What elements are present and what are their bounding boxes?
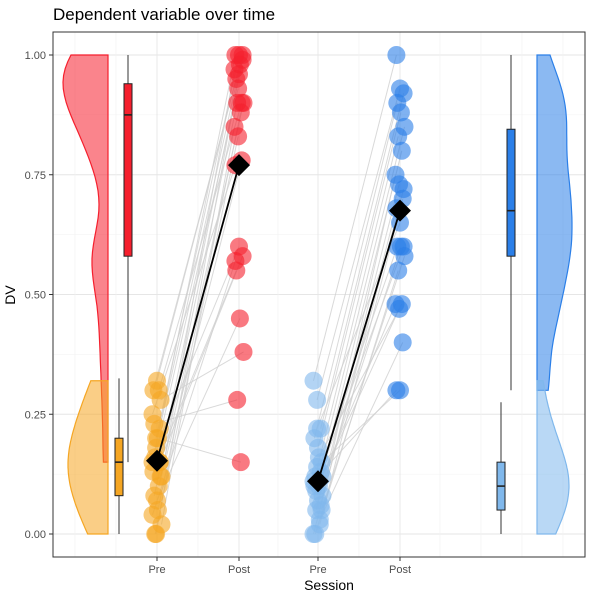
y-tick-label: 1.00 [25,50,46,62]
group2-pair-line [313,54,397,381]
group1-mean-marker [228,154,250,177]
boxplot-group1-post-box [123,83,133,257]
group1-pair-line [152,165,236,415]
chart-marks [62,46,573,543]
group2-pair-line [319,342,404,520]
group2-post-point [392,141,411,160]
group1-pair-line [158,102,243,391]
group1-pair-line [154,136,239,535]
group1-post-point [231,453,250,472]
group1-pair-line [152,270,237,472]
group2-post-point [394,180,413,199]
group1-post-point [234,342,253,361]
group2-pair-line [317,246,402,501]
group2-mean-marker [389,199,411,222]
group2-post-point [387,46,406,64]
group1-post-point [230,65,248,84]
group1-pre-point [148,491,166,510]
y-tick-label: 0.00 [25,529,46,541]
y-tick-label: 0.25 [25,409,46,421]
x-tick-label: Pre [148,564,165,576]
violin-group2-pre [536,380,570,535]
group1-pair-line [155,74,240,535]
violin-group1-pre [67,380,109,535]
axes: 0.00 0.25 0.50 0.75 1.00 Pre Post Pre Post [25,31,586,576]
group1-post-point [226,251,245,270]
group2-pair-line [322,303,396,477]
group1-pre-point [152,467,171,486]
group1-post-point [230,309,249,328]
group1-post-point [233,50,252,69]
group1-pair-line [161,69,235,477]
violin-group2-post [536,54,573,391]
group2-mean-marker [307,470,329,493]
y-axis-label: DV [2,285,18,305]
group2-pre-point [308,390,327,409]
group2-pair-line [315,184,400,511]
x-tick-label: Post [389,564,411,576]
group2-mean-line [317,210,401,482]
group2-post-point [389,261,408,280]
group2-pair-line [313,102,398,439]
boxplot-group2-post-box [506,128,516,257]
group2-post-point [395,247,414,266]
group2-pair-line [316,88,401,401]
group1-post-point [229,79,248,98]
x-axis-label: Session [304,577,354,593]
boxplot-group1-pre-box [114,437,124,497]
group2-pre-point [311,496,330,515]
group2-post-point [389,127,408,146]
group1-post-point [228,390,247,409]
group2-post-point [390,299,409,318]
group2-post-point [391,381,409,400]
group1-pair-line [159,255,244,463]
group2-pair-line [322,174,396,496]
group2-pre-point [306,525,325,543]
group2-pair-line [314,136,399,477]
group1-pair-line [161,126,235,525]
x-tick-label: Pre [309,564,326,576]
group1-pre-point [147,525,166,543]
y-tick-label: 0.75 [25,170,46,182]
group1-post-point [229,127,248,146]
group1-post-point [232,93,251,112]
x-tick-label: Post [228,564,250,576]
group1-mean-line [156,164,240,461]
group1-pre-point [145,414,164,433]
group2-pre-point [310,510,329,529]
group1-pair-line [157,437,241,463]
group2-pair-line [316,389,401,468]
y-tick-label: 0.50 [25,290,46,302]
group2-pair-line [320,93,405,429]
group1-pre-point [143,505,162,524]
group1-pair-line [156,318,241,501]
group2-pre-point [308,419,327,438]
group1-pre-point [149,381,168,400]
group1-pair-line [158,160,243,487]
group2-pair-line [320,246,405,472]
group2-post-point [391,103,410,122]
group1-mean-marker [146,449,168,472]
chart-title: Dependent variable over time [53,5,275,24]
group2-post-point [393,333,412,352]
group2-pre-point [304,371,323,390]
